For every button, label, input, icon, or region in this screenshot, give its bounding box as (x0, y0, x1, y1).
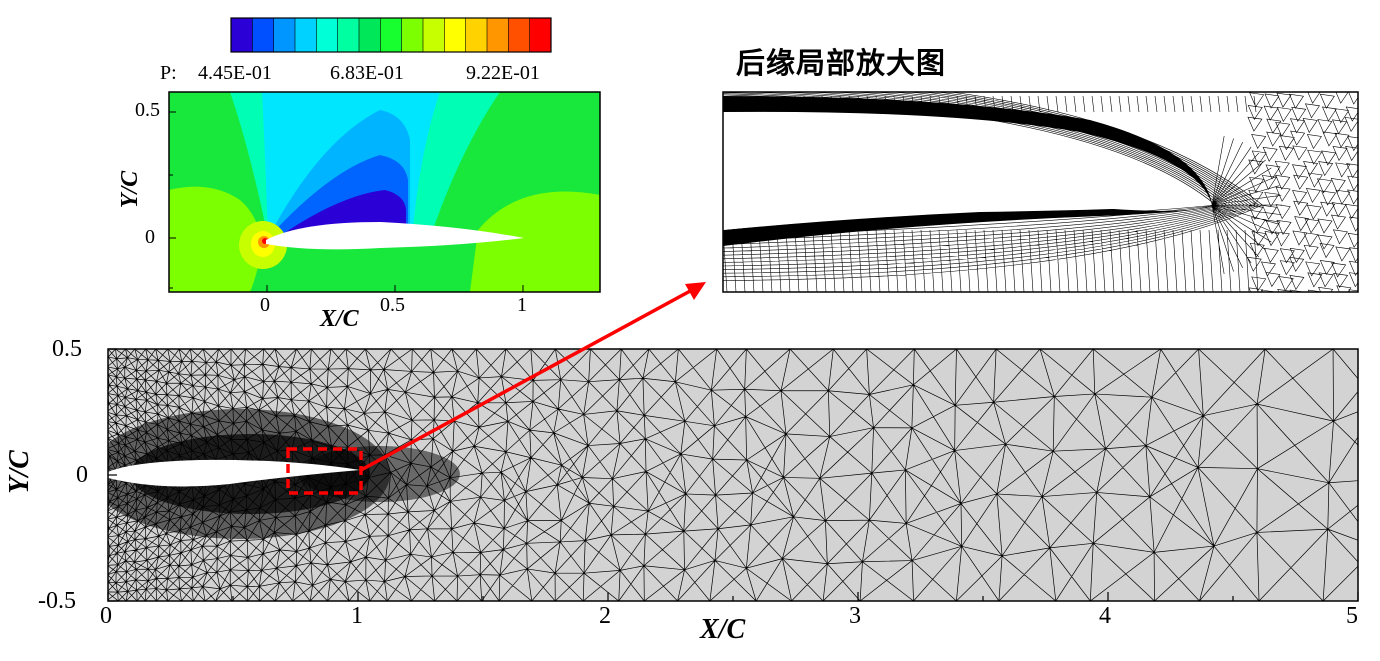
main-x-tick-3: 3 (849, 603, 861, 629)
contour-x-tick-0.5: 0.5 (380, 294, 405, 316)
legend-label-max: 9.22E-01 (466, 62, 540, 84)
color-legend-bar (230, 17, 552, 53)
main-x-tick-4: 4 (1099, 603, 1111, 629)
legend-label-min: 4.45E-01 (198, 62, 272, 84)
contour-x-axis-title: X/C (320, 306, 359, 332)
legend-variable-label: P: (160, 62, 177, 84)
contour-ticks (169, 111, 524, 292)
main-mesh-ticks (107, 348, 1359, 602)
main-x-tick-1: 1 (351, 603, 363, 629)
legend-swatch (401, 18, 424, 52)
contour-x-tick-1: 1 (517, 294, 527, 316)
legend-swatch (380, 18, 403, 52)
main-x-tick-5: 5 (1346, 603, 1358, 629)
zoom-frame (722, 91, 1359, 293)
main-y-tick-0: 0 (76, 462, 88, 488)
legend-swatch (295, 18, 317, 52)
contour-y-tick-0.5: 0.5 (135, 99, 160, 121)
contour-plot-frame (168, 91, 601, 293)
main-y-axis-title: Y/C (3, 450, 35, 494)
legend-swatch (273, 18, 296, 52)
main-mesh-plot (108, 349, 1358, 601)
contour-x-tick-0: 0 (260, 294, 270, 316)
main-y-tick-0.5: 0.5 (52, 336, 82, 362)
main-x-tick-0: 0 (100, 603, 112, 629)
main-y-tick--0.5: -0.5 (38, 588, 76, 614)
zoom-title: 后缘局部放大图 (736, 46, 947, 80)
legend-swatch (316, 18, 339, 52)
legend-swatch (252, 18, 275, 52)
contour-y-tick-0: 0 (145, 226, 155, 248)
legend-swatch (465, 18, 488, 52)
legend-label-mid: 6.83E-01 (330, 62, 404, 84)
legend-swatch (231, 18, 253, 52)
legend-swatch (337, 18, 360, 52)
trailing-edge-zoom-mesh (723, 92, 1358, 292)
zoom-arrow (360, 282, 706, 472)
contour-y-axis-title: Y/C (117, 170, 144, 209)
trailing-edge-highlight-box (286, 447, 363, 495)
legend-swatch (487, 18, 509, 52)
main-x-tick-2: 2 (599, 603, 611, 629)
main-x-axis-title: X/C (700, 614, 746, 645)
legend-swatch (444, 18, 467, 52)
legend-swatch (508, 18, 531, 52)
legend-swatch (359, 18, 381, 52)
airfoil-shape (108, 459, 360, 487)
contour-plot-area (169, 92, 600, 292)
legend-swatch (529, 18, 552, 52)
legend-swatch (423, 18, 445, 52)
